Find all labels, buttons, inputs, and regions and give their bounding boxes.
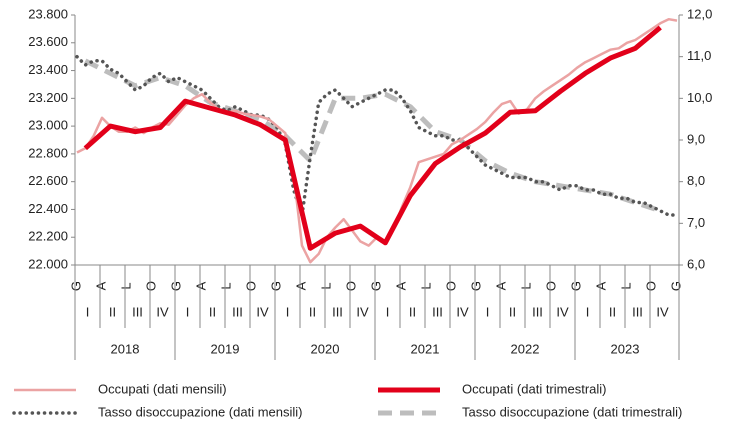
y2-tick-label: 10,0: [687, 90, 712, 105]
quarter-label: II: [209, 304, 216, 319]
x-tick-label: G: [68, 281, 83, 291]
x-tick-label: L: [218, 282, 233, 289]
y2-tick-label: 6,0: [687, 256, 705, 271]
quarter-label: II: [409, 304, 416, 319]
x-tick-label: O: [643, 281, 658, 291]
x-tick-label: L: [118, 282, 133, 289]
quarter-label: I: [86, 304, 90, 319]
x-tick-label: A: [593, 281, 608, 290]
y-tick-label: 23.200: [28, 90, 68, 105]
quarter-label: IV: [656, 304, 669, 319]
quarter-label: II: [609, 304, 616, 319]
x-tick-label: G: [368, 281, 383, 291]
quarter-label: IV: [156, 304, 169, 319]
x-tick-label: G: [268, 281, 283, 291]
quarter-label: I: [386, 304, 390, 319]
quarter-label: IV: [556, 304, 569, 319]
year-label: 2022: [511, 341, 540, 356]
x-tick-label: O: [143, 281, 158, 291]
y2-tick-label: 11,0: [687, 48, 711, 63]
quarter-label: I: [486, 304, 490, 319]
x-tick-label: O: [543, 281, 558, 291]
x-tick-label: L: [418, 282, 433, 289]
y-tick-label: 22.600: [28, 173, 68, 188]
series-line: [76, 17, 678, 264]
quarter-label: III: [432, 304, 443, 319]
quarter-label: III: [132, 304, 143, 319]
x-tick-label: G: [168, 281, 183, 291]
y2-tick-label: 12,0: [687, 6, 712, 21]
y2-tick-label: 8,0: [687, 173, 705, 188]
y-tick-label: 22.200: [28, 229, 68, 244]
series-line: [75, 54, 679, 217]
quarter-label: III: [332, 304, 343, 319]
y-tick-label: 23.800: [28, 6, 68, 21]
year-label: 2019: [211, 341, 240, 356]
x-tick-label: L: [318, 282, 333, 289]
legend-label: Tasso disoccupazione (dati mensili): [98, 404, 302, 419]
year-label: 2020: [311, 341, 340, 356]
year-label: 2021: [411, 341, 440, 356]
x-tick-label: O: [243, 281, 258, 291]
x-tick-label: O: [343, 281, 358, 291]
y2-tick-label: 9,0: [687, 131, 705, 146]
quarter-label: II: [309, 304, 316, 319]
quarter-label: III: [632, 304, 643, 319]
y-tick-label: 23.600: [28, 34, 68, 49]
y-tick-label: 22.000: [28, 256, 68, 271]
legend-label: Tasso disoccupazione (dati trimestrali): [462, 404, 682, 419]
y2-tick-label: 7,0: [687, 215, 705, 230]
y-tick-label: 23.000: [28, 118, 68, 133]
x-tick-label: L: [618, 282, 633, 289]
quarter-label: II: [109, 304, 116, 319]
y-tick-label: 23.400: [28, 62, 68, 77]
quarter-label: IV: [256, 304, 269, 319]
quarter-label: IV: [356, 304, 369, 319]
x-tick-label: G: [668, 281, 683, 291]
legend-label: Occupati (dati mensili): [98, 381, 227, 396]
x-tick-label: A: [193, 281, 208, 290]
y-tick-label: 22.800: [28, 145, 68, 160]
x-tick-label: G: [468, 281, 483, 291]
series-line: [83, 25, 662, 251]
quarter-label: III: [532, 304, 543, 319]
quarter-label: II: [509, 304, 516, 319]
x-tick-label: A: [293, 281, 308, 290]
x-tick-label: L: [518, 282, 533, 289]
quarter-label: III: [232, 304, 243, 319]
x-tick-label: A: [93, 281, 108, 290]
year-label: 2018: [111, 341, 140, 356]
quarter-label: I: [186, 304, 190, 319]
quarter-label: IV: [456, 304, 469, 319]
quarter-label: I: [586, 304, 590, 319]
y-tick-label: 22.400: [28, 201, 68, 216]
legend-label: Occupati (dati trimestrali): [462, 381, 606, 396]
x-tick-label: G: [568, 281, 583, 291]
quarter-label: I: [286, 304, 290, 319]
x-tick-label: O: [443, 281, 458, 291]
x-tick-label: A: [393, 281, 408, 290]
x-tick-label: A: [493, 281, 508, 290]
year-label: 2023: [611, 341, 640, 356]
